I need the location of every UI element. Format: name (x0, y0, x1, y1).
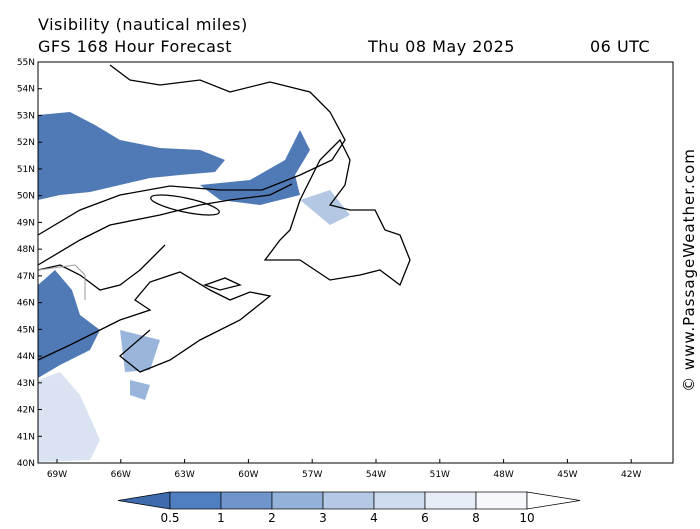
colorbar-segment (322, 491, 375, 510)
colorbar-label: 3 (319, 511, 327, 525)
colorbar-cap (117, 491, 171, 510)
colorbar-segment (169, 491, 222, 510)
colorbar-segment (475, 491, 528, 510)
date: Thu 08 May 2025 (367, 37, 515, 56)
lon-label: 45W (557, 470, 577, 480)
lon-label: 60W (238, 470, 258, 480)
lat-label: 41N (17, 432, 35, 442)
map-frame (37, 61, 674, 464)
time: 06 UTC (590, 37, 650, 56)
lat-label: 45N (17, 325, 35, 335)
colorbar-cap (526, 491, 581, 510)
title: Visibility (nautical miles) (38, 15, 248, 34)
subtitle: GFS 168 Hour Forecast (38, 37, 232, 56)
lon-label: 42W (621, 470, 641, 480)
lon-label: 48W (493, 470, 513, 480)
lat-label: 51N (17, 165, 35, 175)
lat-label: 53N (17, 111, 35, 121)
lon-label: 54W (366, 470, 386, 480)
colorbar-label: 1 (217, 511, 225, 525)
colorbar-label: 10 (519, 511, 534, 525)
lat-label: 44N (17, 352, 35, 362)
colorbar-segment (424, 491, 477, 510)
colorbar-segment (220, 491, 273, 510)
lat-label: 55N (17, 58, 35, 68)
lon-label: 57W (302, 470, 322, 480)
lat-label: 40N (17, 459, 35, 469)
lat-label: 48N (17, 245, 35, 255)
lat-label: 50N (17, 192, 35, 202)
colorbar-label: 6 (421, 511, 429, 525)
lat-label: 47N (17, 272, 35, 282)
colorbar-segment (373, 491, 426, 510)
colorbar-label: 8 (472, 511, 480, 525)
colorbar-label: 0.5 (160, 511, 179, 525)
lat-label: 52N (17, 138, 35, 148)
visibility-field (38, 112, 350, 462)
lon-label: 66W (111, 470, 131, 480)
colorbar-label: 2 (268, 511, 276, 525)
lon-label: 69W (47, 470, 67, 480)
lat-label: 46N (17, 299, 35, 309)
colorbar-label: 4 (370, 511, 378, 525)
watermark: © www.PassageWeather.com (680, 148, 698, 392)
colorbar-segment (271, 491, 324, 510)
coastlines (37, 64, 411, 373)
lat-label: 42N (17, 406, 35, 416)
lat-label: 54N (17, 85, 35, 95)
lon-label: 63W (174, 470, 194, 480)
lat-label: 49N (17, 218, 35, 228)
lat-label: 43N (17, 379, 35, 389)
lon-label: 51W (430, 470, 450, 480)
